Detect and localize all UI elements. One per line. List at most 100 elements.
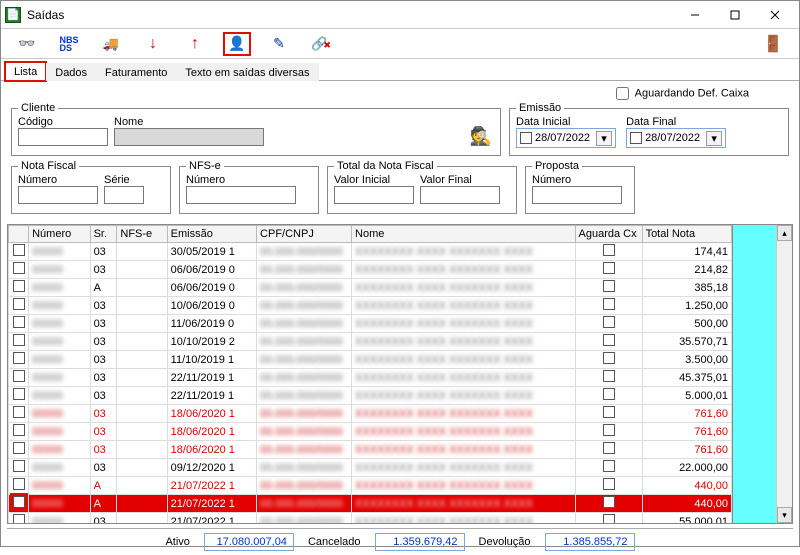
close-button[interactable] (755, 2, 795, 28)
tab-lista[interactable]: Lista (5, 62, 46, 81)
row-checkbox[interactable] (13, 370, 25, 382)
cell-emissao: 18/06/2020 1 (167, 423, 256, 441)
unlink-button[interactable]: 🔗✖ (307, 32, 335, 56)
date-ini-checkbox[interactable] (520, 132, 532, 144)
table-row[interactable]: 000000311/10/2019 100.000.000/0000XXXXXX… (9, 351, 732, 369)
aguarda-checkbox[interactable] (603, 406, 615, 418)
table-row[interactable]: 000000322/11/2019 100.000.000/0000XXXXXX… (9, 387, 732, 405)
aguarda-checkbox[interactable] (603, 280, 615, 292)
tab-texto[interactable]: Texto em saídas diversas (176, 63, 318, 81)
row-checkbox[interactable] (13, 442, 25, 454)
col-nome[interactable]: Nome (352, 226, 575, 243)
view-button[interactable]: 👓 (13, 32, 41, 56)
col-aguarda[interactable]: Aguarda Cx (575, 226, 642, 243)
row-checkbox[interactable] (13, 334, 25, 346)
row-checkbox[interactable] (13, 460, 25, 472)
awaiting-checkbox[interactable] (616, 87, 629, 100)
table-row[interactable]: 000000318/06/2020 100.000.000/0000XXXXXX… (9, 405, 732, 423)
truck-button[interactable]: 🚚 (97, 32, 125, 56)
date-fin-dropdown[interactable]: ▾ (706, 131, 722, 146)
table-row[interactable]: 000000318/06/2020 100.000.000/0000XXXXXX… (9, 423, 732, 441)
row-checkbox[interactable] (13, 244, 25, 256)
maximize-button[interactable] (715, 2, 755, 28)
proposta-numero-input[interactable] (532, 186, 622, 204)
aguarda-checkbox[interactable] (603, 424, 615, 436)
table-row[interactable]: 000000318/06/2020 100.000.000/0000XXXXXX… (9, 441, 732, 459)
data-final-input[interactable]: 28/07/2022 ▾ (626, 128, 726, 148)
scroll-down-button[interactable]: ▾ (777, 507, 792, 523)
row-checkbox[interactable] (13, 406, 25, 418)
cell-nfse (117, 495, 167, 513)
nbs-button[interactable]: NBSDS (55, 32, 83, 56)
table-row[interactable]: 000000311/06/2019 000.000.000/0000XXXXXX… (9, 315, 732, 333)
table-row[interactable]: 000000310/06/2019 000.000.000/0000XXXXXX… (9, 297, 732, 315)
vertical-scrollbar[interactable]: ▴ ▾ (776, 225, 792, 523)
table-row[interactable]: 000000330/05/2019 100.000.000/0000XXXXXX… (9, 243, 732, 261)
aguarda-checkbox[interactable] (603, 460, 615, 472)
table-row[interactable]: 000000310/10/2019 200.000.000/0000XXXXXX… (9, 333, 732, 351)
vi-input[interactable] (334, 186, 414, 204)
aguarda-checkbox[interactable] (603, 514, 615, 523)
row-checkbox[interactable] (13, 298, 25, 310)
aguarda-checkbox[interactable] (603, 316, 615, 328)
aguarda-checkbox[interactable] (603, 244, 615, 256)
table-row[interactable]: 000000306/06/2019 000.000.000/0000XXXXXX… (9, 261, 732, 279)
col-emissao[interactable]: Emissão (167, 226, 256, 243)
row-checkbox[interactable] (13, 424, 25, 436)
nf-numero-input[interactable] (18, 186, 98, 204)
person-button[interactable]: 👤 (223, 32, 251, 56)
row-checkbox[interactable] (13, 280, 25, 292)
vf-input[interactable] (420, 186, 500, 204)
row-checkbox[interactable] (13, 496, 25, 508)
row-checkbox[interactable] (13, 316, 25, 328)
row-checkbox[interactable] (13, 388, 25, 400)
nf-serie-input[interactable] (104, 186, 144, 204)
table-row[interactable]: 000000322/11/2019 100.000.000/0000XXXXXX… (9, 369, 732, 387)
tab-faturamento[interactable]: Faturamento (96, 63, 176, 81)
table-row[interactable]: 00000A21/07/2022 100.000.000/0000XXXXXXX… (9, 495, 732, 513)
aguarda-checkbox[interactable] (603, 262, 615, 274)
col-cpf[interactable]: CPF/CNPJ (257, 226, 352, 243)
lookup-client-button[interactable]: 🕵️ (468, 123, 494, 149)
aguarda-checkbox[interactable] (603, 370, 615, 382)
col-nfse[interactable]: NFS-e (117, 226, 167, 243)
nome-input[interactable] (114, 128, 264, 146)
codigo-input[interactable] (18, 128, 108, 146)
aguarda-checkbox[interactable] (603, 388, 615, 400)
cell-sr: 03 (90, 405, 117, 423)
cell-numero: 00000 (32, 300, 63, 312)
tab-dados[interactable]: Dados (46, 63, 96, 81)
row-checkbox[interactable] (13, 514, 25, 523)
table-row[interactable]: 00000A06/06/2019 000.000.000/0000XXXXXXX… (9, 279, 732, 297)
table-row[interactable]: 000000309/12/2020 100.000.000/0000XXXXXX… (9, 459, 732, 477)
nfse-numero-input[interactable] (186, 186, 296, 204)
aguarda-checkbox[interactable] (603, 352, 615, 364)
aguarda-checkbox[interactable] (603, 334, 615, 346)
edit-button[interactable]: ✎ (265, 32, 293, 56)
data-inicial-input[interactable]: 28/07/2022 ▾ (516, 128, 616, 148)
col-sr[interactable]: Sr. (90, 226, 117, 243)
scroll-up-button[interactable]: ▴ (777, 225, 792, 241)
date-fin-checkbox[interactable] (630, 132, 642, 144)
arrow-up-button[interactable]: ↑ (181, 32, 209, 56)
cell-total: 440,00 (642, 495, 731, 513)
col-total[interactable]: Total Nota (642, 226, 731, 243)
col-numero[interactable]: Número (29, 226, 90, 243)
exit-button[interactable]: 🚪 (759, 32, 787, 56)
row-checkbox[interactable] (13, 262, 25, 274)
date-ini-dropdown[interactable]: ▾ (596, 131, 612, 146)
aguarda-checkbox[interactable] (603, 496, 615, 508)
row-checkbox[interactable] (13, 478, 25, 490)
cell-emissao: 21/07/2022 1 (167, 513, 256, 524)
aguarda-checkbox[interactable] (603, 478, 615, 490)
aguarda-checkbox[interactable] (603, 298, 615, 310)
row-checkbox[interactable] (13, 352, 25, 364)
minimize-button[interactable] (675, 2, 715, 28)
table-row[interactable]: 000000321/07/2022 100.000.000/0000XXXXXX… (9, 513, 732, 524)
table-row[interactable]: 00000A21/07/2022 100.000.000/0000XXXXXXX… (9, 477, 732, 495)
cell-nfse (117, 243, 167, 261)
grid-scroll-area[interactable]: Número Sr. NFS-e Emissão CPF/CNPJ Nome A… (8, 225, 732, 523)
aguarda-checkbox[interactable] (603, 442, 615, 454)
col-check[interactable] (9, 226, 29, 243)
arrow-down-button[interactable]: ↓ (139, 32, 167, 56)
